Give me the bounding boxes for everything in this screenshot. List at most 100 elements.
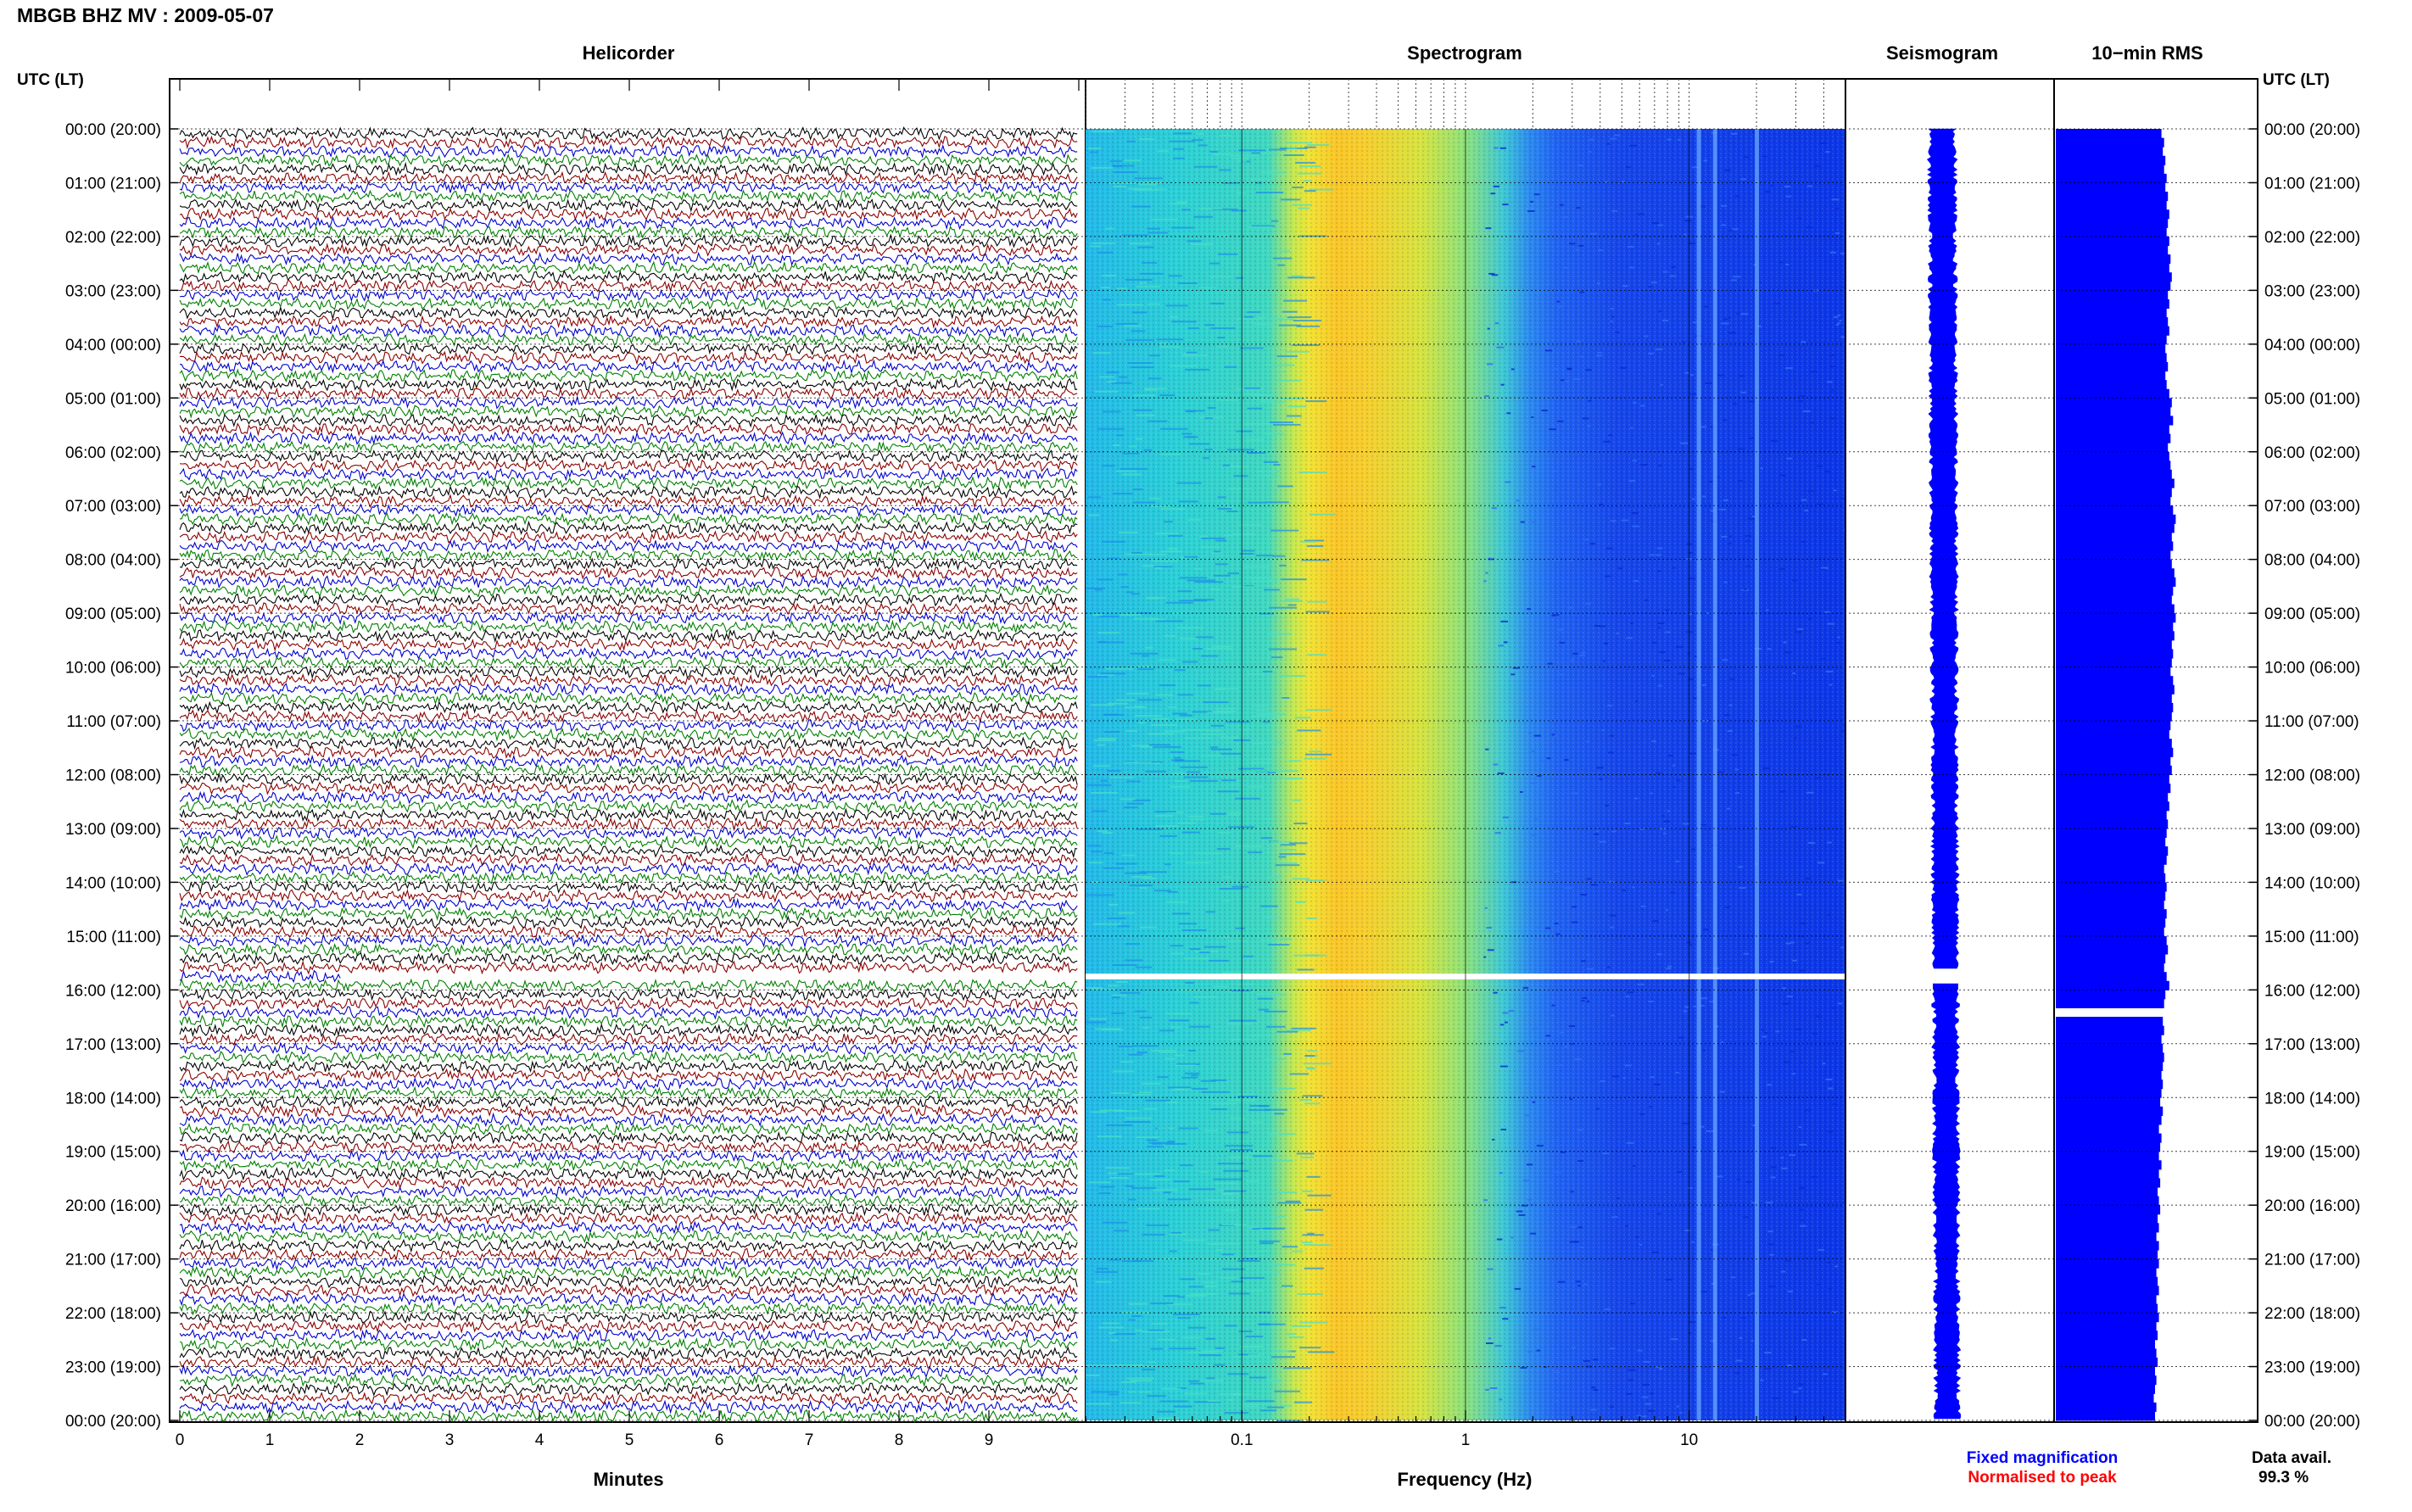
spectrogram-speckle [1764,1352,1772,1354]
spectrogram-speckle [1639,1113,1645,1115]
helicorder-trace [179,656,1078,670]
spectrogram-speckle [1520,1366,1527,1369]
spectrogram-speckle [1723,714,1730,717]
spectrogram-speckle [1827,914,1830,917]
spectrogram-speckle [1728,229,1733,232]
spectrogram-speckle [1599,778,1603,780]
spectrogram-speckle [1727,730,1733,732]
spectrogram-speckle [1555,1064,1562,1066]
spectrogram-speckle [1194,852,1223,855]
spectrogram-speckle [1169,140,1195,142]
helicorder-trace [179,1130,1078,1146]
spectrogram-speckle [1532,521,1537,523]
spectrogram-speckle [1114,1230,1129,1232]
spectrogram-speckle [1148,354,1160,357]
spectrogram-speckle [1137,1208,1160,1210]
spectral-line [1696,129,1701,974]
spectrogram-speckle [1506,412,1511,415]
helicorder-trace [179,1238,1078,1253]
spectrogram-speckle [1159,684,1175,687]
spectrogram-speckle [1516,499,1520,502]
spectrogram-speckle [1088,514,1100,516]
spectrogram-speckle [1198,1354,1222,1357]
spectrogram-speckle [1250,762,1272,764]
spectrogram-speckle [1568,1025,1576,1027]
spectrogram-speckle [1560,379,1565,382]
spectrogram-speckle [1304,757,1326,760]
spectrogram-speckle [1287,316,1312,319]
spectrogram-speckle [1136,438,1143,440]
spectrogram-speckle [1795,1028,1802,1030]
spectrogram-speckle [1277,264,1285,266]
spectrogram-speckle [1111,994,1127,996]
rms-bar [2056,335,2167,345]
spectrogram-speckle [1645,1403,1652,1405]
hour-label-right: 18:00 (14:00) [2264,1090,2360,1107]
helicorder-trace [179,924,1078,939]
spectrogram-speckle [1283,299,1307,302]
helicorder-trace [179,1175,1078,1191]
rms-bar [2056,245,2169,255]
spectrogram-speckle [1307,600,1327,603]
spectrogram-speckle [1102,540,1125,543]
spectrogram-speckle [1743,589,1747,590]
spectrogram-speckle [1173,157,1185,159]
spectrogram-speckle [1798,1126,1802,1129]
spectrogram-speckle [1204,449,1213,451]
spectrogram-speckle [1747,517,1756,520]
spectrogram-speckle [1156,338,1184,341]
spectrogram-speckle [1574,1058,1582,1060]
spectrogram-speckle [1285,598,1299,600]
spectrogram-speckle [1217,790,1239,793]
spectrogram-speckle [1136,414,1155,416]
spectrogram-speckle [1121,1381,1137,1383]
spectrogram-speckle [1710,426,1716,428]
spectrogram-speckle [1487,949,1494,951]
spectrogram-speckle [1214,1347,1226,1349]
spectrogram-speckle [1498,644,1504,647]
spectrogram-speckle [1293,799,1301,801]
helicorder-trace [179,789,1078,805]
spectrogram-speckle [1784,186,1791,187]
spectrogram-speckle [1633,797,1639,800]
rms-bar [2056,460,2171,471]
spectrogram-speckle [1306,1068,1316,1070]
spectrogram-speckle [1669,275,1677,277]
spectrogram-speckle [1237,611,1253,614]
spectrogram-speckle [1607,966,1611,968]
spectrogram-speckle [1090,988,1115,990]
spectrogram-speckle [1203,1130,1219,1132]
spectrogram-speckle [1799,395,1806,397]
spectrogram-speckle [1301,1190,1314,1192]
spectrogram-speckle [1119,1402,1142,1404]
spectrogram-speckle [1489,1387,1498,1389]
spectrogram-speckle [1136,666,1153,668]
spectrogram-speckle [1688,678,1695,680]
spectrogram-speckle [1735,195,1740,198]
spectrogram-speckle [1297,729,1321,732]
spectrogram-speckle [1546,757,1551,760]
spectrogram-speckle [1626,1392,1633,1395]
spectrogram-speckle [1670,1338,1678,1341]
spectrogram-speckle [1747,400,1756,403]
spectrogram-speckle [1786,457,1792,460]
spectrogram-speckle [1483,956,1487,958]
hour-label-left: 10:00 (06:00) [65,660,161,678]
spectrogram-speckle [1564,1046,1569,1048]
spectrogram-speckle [1807,490,1814,493]
spectrogram-speckle [1799,923,1807,925]
spectrogram-speckle [1595,830,1600,833]
spectrogram-speckle [1095,390,1119,393]
spectrogram-speckle [1304,753,1332,756]
spectrogram-speckle [1588,138,1594,141]
spectrogram-speckle [1102,410,1121,413]
spectrogram-speckle [1292,204,1312,206]
spectrogram-speckle [1550,734,1557,737]
helicorder-trace [179,1103,1078,1119]
helicorder-trace [179,377,1078,392]
spectrogram-speckle [1135,1329,1143,1331]
spectrogram-speckle [1130,1380,1153,1382]
rms-bar [2056,586,2174,596]
spectrogram-speckle [1532,466,1536,468]
spectrogram-speckle [1812,1033,1817,1035]
